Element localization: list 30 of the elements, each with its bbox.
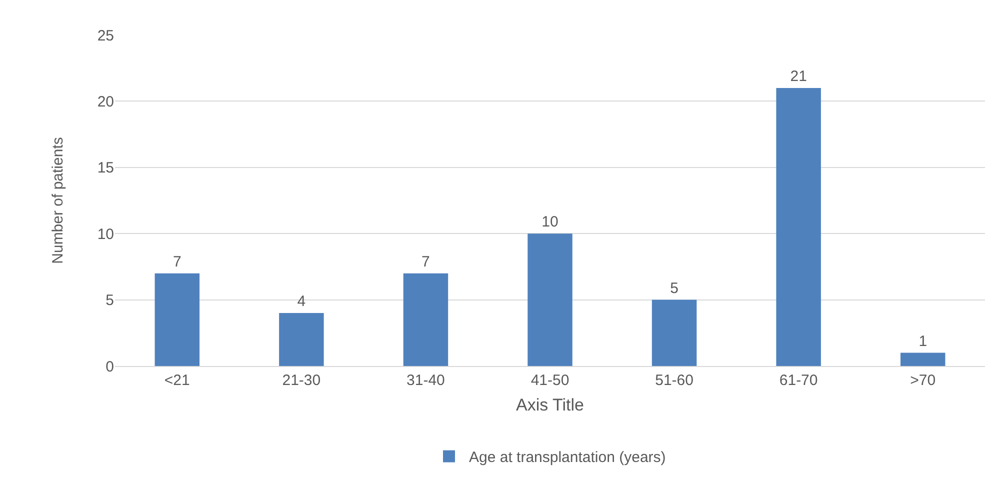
bar — [279, 313, 324, 366]
y-tick-label: 15 — [97, 160, 114, 177]
bar — [652, 300, 697, 366]
y-axis-title: Number of patients — [50, 137, 67, 264]
data-label: 5 — [670, 280, 678, 297]
data-label: 21 — [790, 68, 807, 85]
bar — [900, 352, 946, 366]
data-label: 7 — [422, 253, 430, 270]
legend-label: Age at transplantation (years) — [469, 449, 666, 466]
data-label: 7 — [172, 253, 182, 270]
y-tick-label: 10 — [97, 226, 114, 243]
x-tick-label: >70 — [910, 372, 936, 389]
y-tick-label: 20 — [97, 93, 114, 110]
bar — [776, 88, 821, 366]
x-tick-label: 51-60 — [655, 372, 694, 389]
data-label: 4 — [297, 293, 306, 310]
data-label: 10 — [542, 214, 558, 231]
x-tick-label: 41-50 — [530, 372, 570, 389]
y-tick-label: 25 — [97, 27, 114, 44]
bar — [403, 273, 448, 366]
x-tick-label: 21-30 — [282, 372, 321, 389]
x-tick-label: <21 — [164, 372, 190, 389]
x-axis-title: Axis Title — [516, 395, 584, 414]
x-tick-label: 61-70 — [779, 372, 818, 389]
y-tick-label: 5 — [106, 292, 114, 310]
x-tick-label: 31-40 — [406, 372, 445, 389]
bar — [154, 273, 200, 366]
data-label: 1 — [918, 332, 928, 350]
y-tick-label: 0 — [106, 358, 114, 376]
bar — [528, 234, 572, 366]
